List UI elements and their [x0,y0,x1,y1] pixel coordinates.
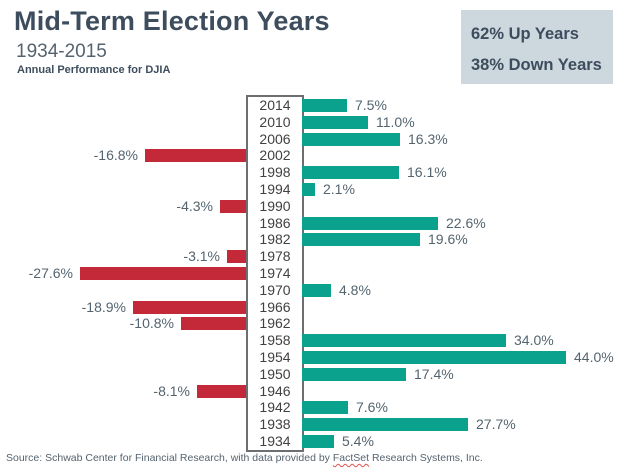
bar-down [133,301,246,314]
year-label: 1954 [259,349,291,365]
bar-up [302,233,420,246]
value-label: -10.8% [129,315,174,331]
bar-down [181,317,246,330]
year-label: 2010 [259,114,291,130]
bar-row: 2014 7.5% [0,97,621,114]
value-label: 16.3% [408,131,448,147]
page-title: Mid-Term Election Years [14,6,330,36]
bar-row: 1982 19.6% [0,231,621,248]
year-label: 1962 [259,315,291,331]
year-label: 1950 [259,366,291,382]
year-label: 2002 [259,147,291,163]
year-label: 1986 [259,215,291,231]
year-label: 2006 [259,131,291,147]
bar-row: 1942 7.6% [0,399,621,416]
legend-box: 62% Up Years 38% Down Years [461,10,613,84]
bar-row: 1958 34.0% [0,332,621,349]
value-label: 16.1% [407,164,447,180]
bar-up [302,401,348,414]
bar-row: 1966 -18.9% [0,299,621,316]
bar-down [80,267,246,280]
bar-row: 1994 2.1% [0,181,621,198]
source-text-prefix: Source: Schwab Center for Financial Rese… [6,452,333,464]
value-label: 7.5% [355,97,387,113]
source-factset-text: FactSet [332,452,370,464]
bar-row: 1986 22.6% [0,215,621,232]
year-label: 1942 [259,399,291,415]
value-label: 27.7% [476,416,516,432]
legend-down-years: 38% Down Years [471,56,602,74]
bar-row: 1934 5.4% [0,433,621,450]
bar-down [145,149,246,162]
year-label: 1934 [259,433,291,449]
year-label: 1958 [259,332,291,348]
year-label: 1978 [259,248,291,264]
bar-row: 2002 -16.8% [0,147,621,164]
bar-row: 1954 44.0% [0,349,621,366]
value-label: 17.4% [414,366,454,382]
bar-down [220,200,246,213]
value-label: -16.8% [93,147,138,163]
bar-up [302,368,406,381]
bar-up [302,183,315,196]
bar-up [302,116,368,129]
bar-down [197,385,246,398]
value-label: -8.1% [153,383,190,399]
bar-up [302,284,331,297]
value-label: -18.9% [81,299,126,315]
year-label: 1994 [259,181,291,197]
subtitle-series-caption: Annual Performance for DJIA [17,64,171,76]
year-axis-box [246,95,304,452]
bar-row: 1990 -4.3% [0,198,621,215]
bar-row: 1978 -3.1% [0,248,621,265]
bar-up [302,99,347,112]
bar-row: 1998 16.1% [0,164,621,181]
value-label: 7.6% [356,399,388,415]
year-label: 1938 [259,416,291,432]
bar-up [302,435,334,448]
bar-up [302,418,468,431]
subtitle-date-range: 1934-2015 [16,41,107,62]
value-label: 19.6% [428,231,468,247]
bar-down [227,250,246,263]
bar-row: 1950 17.4% [0,366,621,383]
value-label: -3.1% [183,248,220,264]
bar-up [302,217,438,230]
value-label: 22.6% [446,215,486,231]
year-label: 1970 [259,282,291,298]
legend-up-years: 62% Up Years [471,25,579,43]
year-label: 1966 [259,299,291,315]
value-label: 44.0% [574,349,614,365]
source-text-suffix: Research Systems, Inc. [369,452,483,464]
bar-up [302,166,399,179]
value-label: 2.1% [323,181,355,197]
value-label: -4.3% [176,198,213,214]
bar-row: 1938 27.7% [0,416,621,433]
bar-row: 1946 -8.1% [0,383,621,400]
source-note: Source: Schwab Center for Financial Rese… [6,452,483,464]
bar-row: 2006 16.3% [0,131,621,148]
year-label: 1982 [259,231,291,247]
bar-row: 2010 11.0% [0,114,621,131]
bar-row: 1974 -27.6% [0,265,621,282]
value-label: 5.4% [342,433,374,449]
value-label: 4.8% [339,282,371,298]
bar-up [302,351,566,364]
value-label: -27.6% [28,265,73,281]
bar-row: 1962 -10.8% [0,315,621,332]
value-label: 11.0% [376,114,415,130]
year-label: 1990 [259,198,291,214]
bar-up [302,133,400,146]
value-label: 34.0% [514,332,554,348]
year-label: 1946 [259,383,291,399]
year-label: 1998 [259,164,291,180]
bar-row: 1970 4.8% [0,282,621,299]
year-label: 2014 [259,97,291,113]
bar-up [302,334,506,347]
year-label: 1974 [259,265,291,281]
